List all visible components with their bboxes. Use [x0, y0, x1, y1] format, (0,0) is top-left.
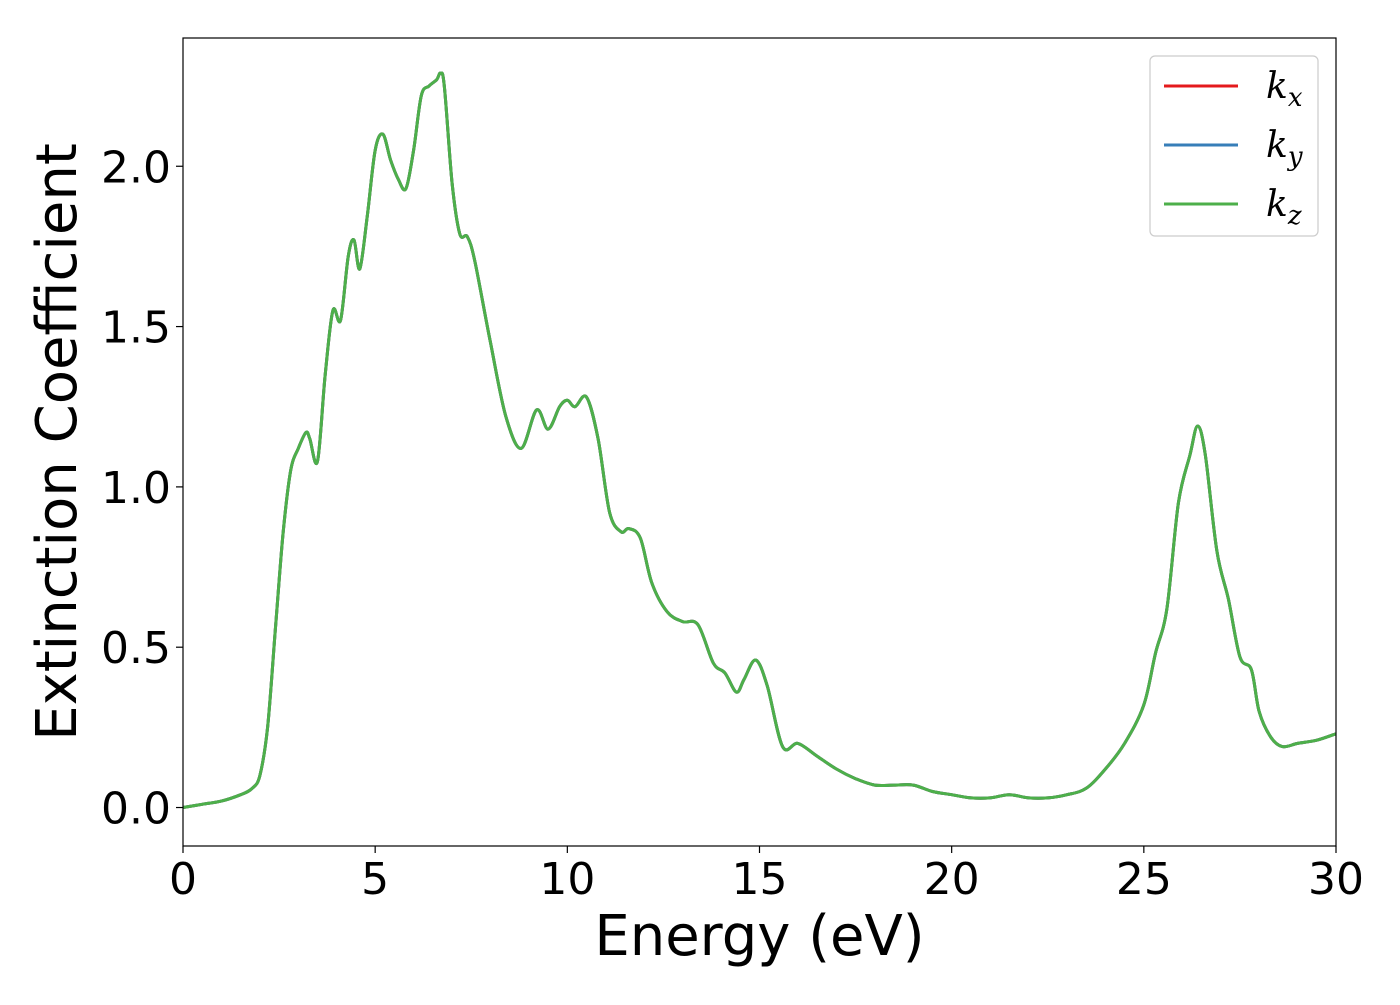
y-axis-ticks: 0.0 0.5 1.0 1.5 2.0	[101, 142, 183, 835]
x-tick-label: 20	[924, 854, 980, 905]
x-tick-label: 15	[732, 854, 788, 905]
series-line-kz	[182, 71, 1337, 809]
legend: kx ky kz	[1149, 55, 1319, 237]
series-lines	[182, 71, 1337, 809]
x-tick-label: 25	[1116, 854, 1172, 905]
plot-area	[183, 38, 1336, 846]
y-tick-label: 1.0	[101, 463, 171, 514]
y-tick-label: 0.0	[101, 784, 171, 835]
legend-label-kx: kx	[1266, 66, 1303, 113]
y-axis-label: Extinction Coefficient	[25, 143, 90, 741]
plot-frame	[182, 37, 1337, 847]
legend-label-kz: kz	[1266, 184, 1302, 231]
x-tick-label: 10	[539, 854, 595, 905]
x-axis-label: Energy (eV)	[594, 904, 924, 969]
y-tick-label: 0.5	[101, 623, 171, 674]
y-tick-label: 1.5	[101, 303, 171, 354]
x-axis-ticks: 0 5 10 15 20 25 30	[169, 846, 1364, 905]
x-tick-label: 5	[361, 854, 389, 905]
x-tick-label: 30	[1308, 854, 1364, 905]
x-tick-label: 0	[169, 854, 197, 905]
y-tick-label: 2.0	[101, 142, 171, 193]
legend-label-ky: ky	[1266, 125, 1303, 172]
